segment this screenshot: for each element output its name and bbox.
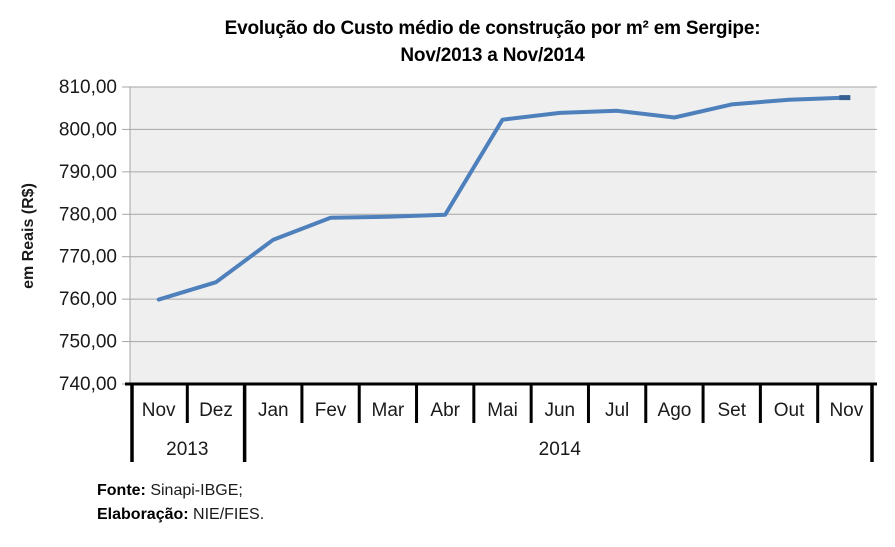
chart-title: Evolução do Custo médio de construção po… (110, 15, 875, 69)
fonte-label: Fonte: (97, 482, 146, 499)
data-line (156, 95, 849, 302)
x-month-label: Set (717, 400, 746, 421)
fonte-text: Sinapi-IBGE; (145, 482, 243, 499)
x-month-label: Nov (829, 400, 863, 421)
source-note: Fonte: Sinapi-IBGE; Elaboração: NIE/FIES… (97, 479, 264, 527)
y-tick-label: 800,00 (59, 119, 117, 140)
x-month-label: Fev (315, 400, 347, 421)
x-month-label: Out (774, 400, 805, 421)
chart-title-line-2: Nov/2013 a Nov/2014 (400, 45, 585, 66)
x-month-label: Mar (372, 400, 405, 421)
y-tick-label: 780,00 (59, 204, 117, 225)
y-tick-label: 760,00 (59, 289, 117, 310)
y-tick-label: 740,00 (59, 374, 117, 395)
x-month-label: Jun (544, 400, 575, 421)
x-month-label: Mai (487, 400, 518, 421)
x-year-label: 2013 (166, 439, 208, 460)
x-month-label: Dez (199, 400, 233, 421)
y-tick-label: 770,00 (59, 247, 117, 268)
x-year-label: 2014 (539, 439, 582, 460)
y-tick-label: 790,00 (59, 162, 117, 183)
y-tick-label: 750,00 (59, 332, 117, 353)
elaboracao-label: Elaboração: (97, 506, 189, 523)
y-tick-label: 810,00 (59, 77, 117, 98)
x-month-label: Abr (430, 400, 460, 421)
x-month-label: Jan (258, 400, 289, 421)
chart-title-line-1: Evolução do Custo médio de construção po… (224, 18, 761, 39)
source-line: Fonte: Sinapi-IBGE; (97, 479, 264, 503)
x-month-label: Jul (605, 400, 629, 421)
elaboracao-text: NIE/FIES. (188, 506, 265, 523)
x-month-label: Ago (658, 400, 692, 421)
elaboration-line: Elaboração: NIE/FIES. (97, 503, 264, 527)
plot-area (130, 87, 875, 384)
x-month-label: Nov (142, 400, 176, 421)
